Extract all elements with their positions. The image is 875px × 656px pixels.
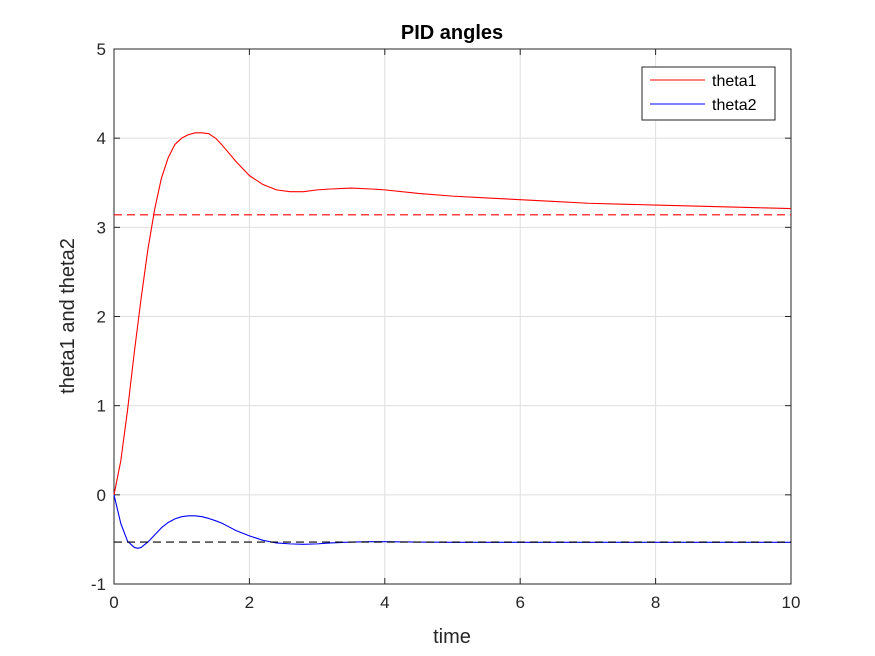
legend-label-theta2: theta2 — [712, 97, 757, 114]
y-tick-label: 3 — [97, 218, 106, 237]
y-tick-label: 0 — [97, 486, 106, 505]
y-tick-label: 5 — [97, 40, 106, 59]
x-axis-label: time — [433, 626, 471, 648]
x-tick-label: 2 — [245, 593, 254, 612]
x-tick-label: 8 — [651, 593, 660, 612]
series-line-theta1 — [113, 132, 792, 495]
x-tick-label: 6 — [515, 593, 524, 612]
x-tick-label: 0 — [109, 593, 118, 612]
y-tick-label: 4 — [97, 129, 106, 148]
x-tick-label: 10 — [782, 593, 801, 612]
series-layer — [113, 132, 792, 549]
x-tick-label: 4 — [380, 593, 389, 612]
legend-label-theta1: theta1 — [712, 73, 757, 90]
y-axis-label: theta1 and theta2 — [57, 238, 79, 394]
y-tick-label: -1 — [91, 575, 106, 594]
series-line-theta2 — [113, 494, 791, 549]
chart-title: PID angles — [401, 22, 503, 44]
y-tick-label: 2 — [97, 308, 106, 327]
legend: theta1 theta2 — [641, 66, 776, 121]
y-tick-label: 1 — [97, 397, 106, 416]
grid — [114, 49, 791, 584]
legend-box — [641, 66, 776, 121]
